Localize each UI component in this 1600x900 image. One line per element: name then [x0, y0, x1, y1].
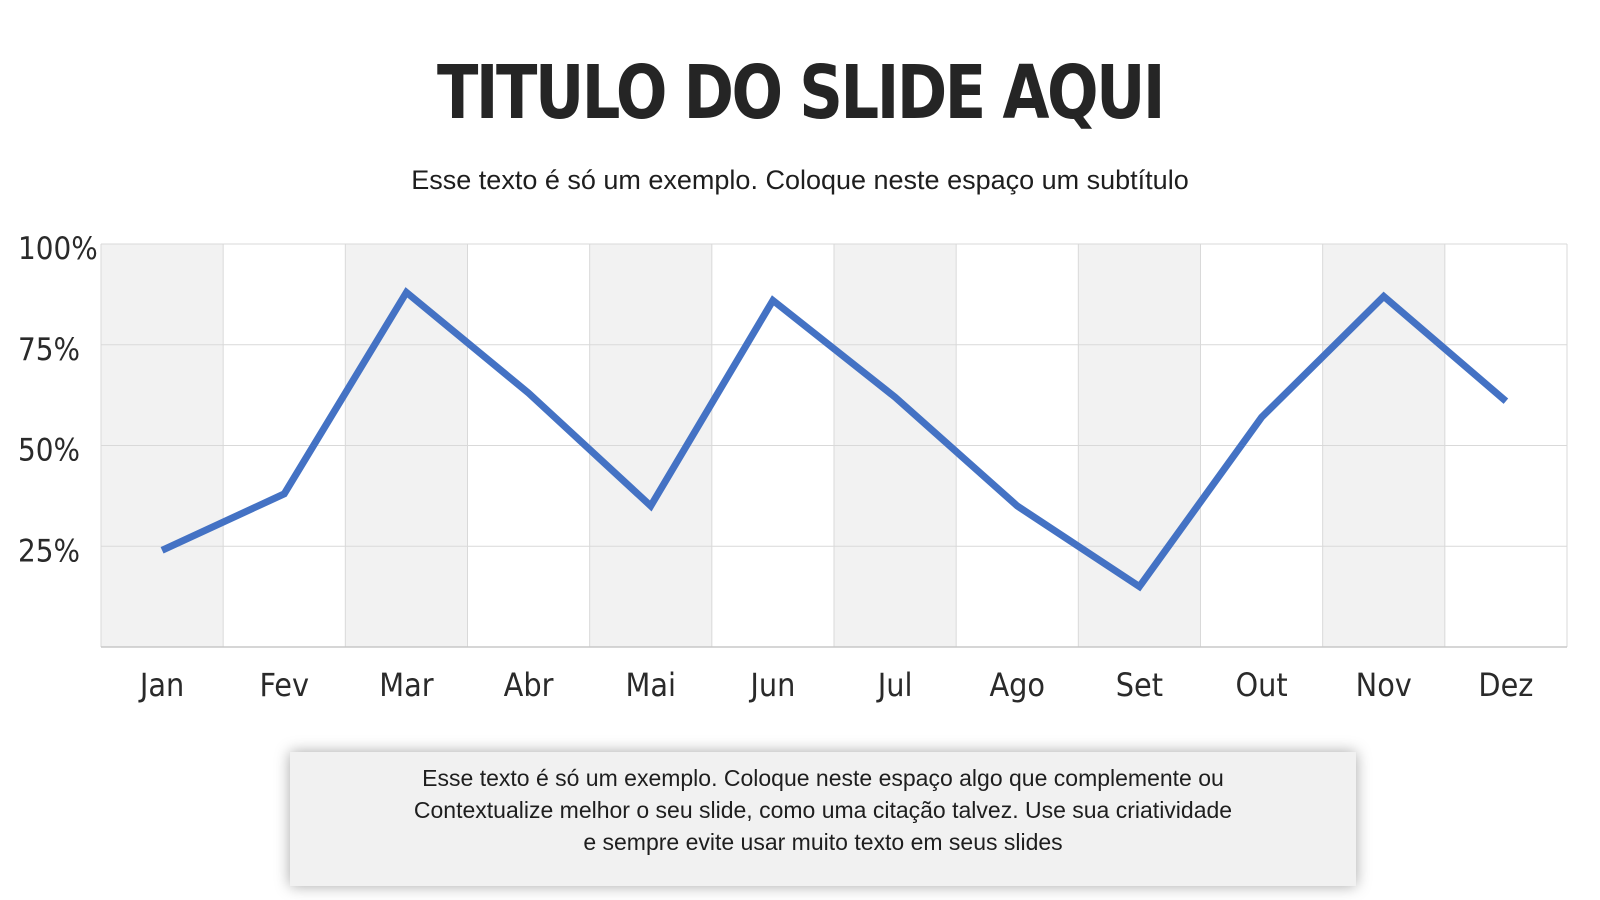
x-tick-label: Dez — [1478, 666, 1533, 704]
x-tick-label: Set — [1116, 666, 1163, 704]
slide-title: TITULO DO SLIDE AQUI — [436, 50, 1165, 136]
series-line — [160, 287, 1509, 592]
x-tick-label: Abr — [504, 666, 554, 704]
y-tick-label: 50% — [18, 433, 80, 469]
x-tick-label: Jan — [138, 666, 184, 704]
quote-text: Esse texto é só um exemplo. Coloque nest… — [290, 762, 1356, 858]
quote-line-3: e sempre evite usar muito texto em seus … — [583, 829, 1063, 855]
x-tick-label: Mar — [379, 666, 433, 704]
line-chart: 25% 50% 75% 100% Jan Fev Mar Abr Mai Jun Jul Ago Set… — [18, 231, 1568, 704]
y-tick-label: 100% — [18, 231, 98, 267]
x-tick-label: Ago — [989, 666, 1045, 704]
slide-subtitle: Esse texto é só um exemplo. Coloque nest… — [411, 165, 1189, 195]
x-tick-label: Out — [1235, 666, 1287, 704]
y-tick-label: 25% — [18, 533, 80, 569]
quote-box: Esse texto é só um exemplo. Coloque nest… — [290, 752, 1356, 886]
quote-line-1: Esse texto é só um exemplo. Coloque nest… — [422, 765, 1224, 791]
x-tick-label: Mai — [626, 666, 676, 704]
x-tick-label: Jul — [876, 666, 913, 704]
quote-line-2: Contextualize melhor o seu slide, como u… — [413, 797, 1233, 823]
x-tick-label: Nov — [1356, 666, 1412, 704]
y-tick-label: 75% — [18, 332, 80, 368]
x-tick-label: Fev — [259, 666, 309, 704]
x-tick-label: Jun — [748, 666, 795, 704]
